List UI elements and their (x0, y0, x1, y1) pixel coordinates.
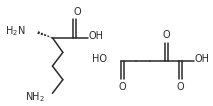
Text: HO: HO (92, 54, 106, 64)
Text: O: O (162, 30, 170, 40)
Text: OH: OH (195, 54, 210, 64)
Text: O: O (119, 82, 126, 92)
Text: NH$_2$: NH$_2$ (25, 91, 45, 104)
Text: H$_2$N: H$_2$N (5, 25, 25, 38)
Text: O: O (73, 7, 81, 17)
Text: O: O (177, 82, 184, 92)
Text: OH: OH (89, 31, 104, 41)
